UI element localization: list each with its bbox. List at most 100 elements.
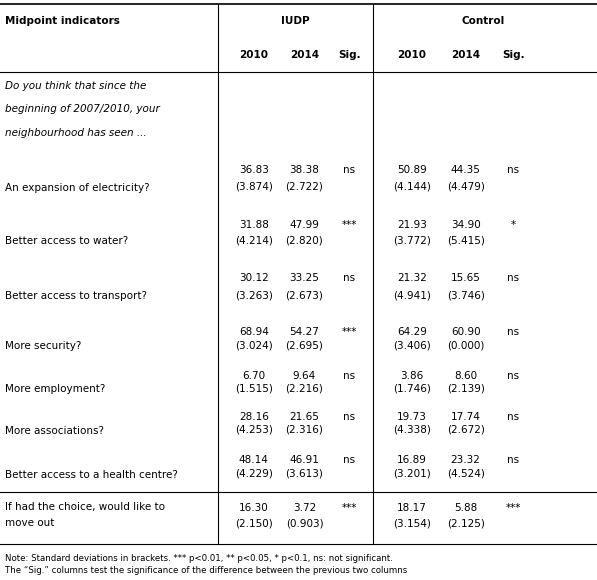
Text: (0.000): (0.000) bbox=[447, 340, 484, 350]
Text: 21.93: 21.93 bbox=[397, 219, 427, 230]
Text: (3.154): (3.154) bbox=[393, 519, 431, 528]
Text: 3.86: 3.86 bbox=[401, 371, 423, 381]
Text: ns: ns bbox=[507, 455, 519, 465]
Text: 2010: 2010 bbox=[398, 50, 426, 60]
Text: Better access to a health centre?: Better access to a health centre? bbox=[5, 470, 178, 480]
Text: ns: ns bbox=[507, 273, 519, 283]
Text: Better access to transport?: Better access to transport? bbox=[5, 291, 147, 302]
Text: Control: Control bbox=[462, 16, 505, 26]
Text: 28.16: 28.16 bbox=[239, 412, 269, 422]
Text: beginning of 2007/2010, your: beginning of 2007/2010, your bbox=[5, 104, 160, 114]
Text: (4.524): (4.524) bbox=[447, 469, 485, 478]
Text: ns: ns bbox=[507, 165, 519, 176]
Text: An expansion of electricity?: An expansion of electricity? bbox=[5, 183, 150, 193]
Text: (1.515): (1.515) bbox=[235, 383, 273, 394]
Text: move out: move out bbox=[5, 519, 54, 528]
Text: ns: ns bbox=[343, 412, 355, 422]
Text: (3.201): (3.201) bbox=[393, 469, 431, 478]
Text: 18.17: 18.17 bbox=[397, 503, 427, 513]
Text: (3.613): (3.613) bbox=[285, 469, 324, 478]
Text: ***: *** bbox=[341, 327, 357, 337]
Text: (2.673): (2.673) bbox=[285, 290, 324, 300]
Text: 64.29: 64.29 bbox=[397, 327, 427, 337]
Text: (2.316): (2.316) bbox=[285, 425, 324, 435]
Text: (2.722): (2.722) bbox=[285, 182, 324, 192]
Text: (2.672): (2.672) bbox=[447, 425, 485, 435]
Text: 30.12: 30.12 bbox=[239, 273, 269, 283]
Text: (2.695): (2.695) bbox=[285, 340, 324, 350]
Text: 2014: 2014 bbox=[290, 50, 319, 60]
Text: (5.415): (5.415) bbox=[447, 235, 485, 245]
Text: 16.30: 16.30 bbox=[239, 503, 269, 513]
Text: ***: *** bbox=[341, 503, 357, 513]
Text: 46.91: 46.91 bbox=[290, 455, 319, 465]
Text: Note: Standard deviations in brackets. *** p<0.01, ** p<0.05, * p<0.1, ns: not s: Note: Standard deviations in brackets. *… bbox=[5, 554, 393, 563]
Text: 17.74: 17.74 bbox=[451, 412, 481, 422]
Text: 38.38: 38.38 bbox=[290, 165, 319, 176]
Text: 54.27: 54.27 bbox=[290, 327, 319, 337]
Text: (2.150): (2.150) bbox=[235, 519, 273, 528]
Text: (3.024): (3.024) bbox=[235, 340, 273, 350]
Text: 36.83: 36.83 bbox=[239, 165, 269, 176]
Text: (4.144): (4.144) bbox=[393, 182, 431, 192]
Text: 31.88: 31.88 bbox=[239, 219, 269, 230]
Text: 9.64: 9.64 bbox=[293, 371, 316, 381]
Text: More employment?: More employment? bbox=[5, 385, 105, 394]
Text: Midpoint indicators: Midpoint indicators bbox=[5, 16, 120, 26]
Text: ns: ns bbox=[507, 327, 519, 337]
Text: (4.229): (4.229) bbox=[235, 469, 273, 478]
Text: ns: ns bbox=[343, 273, 355, 283]
Text: (4.214): (4.214) bbox=[235, 235, 273, 245]
Text: (2.216): (2.216) bbox=[285, 383, 324, 394]
Text: 6.70: 6.70 bbox=[242, 371, 265, 381]
Text: ns: ns bbox=[507, 412, 519, 422]
Text: ns: ns bbox=[343, 455, 355, 465]
Text: 3.72: 3.72 bbox=[293, 503, 316, 513]
Text: 2014: 2014 bbox=[451, 50, 480, 60]
Text: 33.25: 33.25 bbox=[290, 273, 319, 283]
Text: 44.35: 44.35 bbox=[451, 165, 481, 176]
Text: 47.99: 47.99 bbox=[290, 219, 319, 230]
Text: Sig.: Sig. bbox=[338, 50, 361, 60]
Text: 15.65: 15.65 bbox=[451, 273, 481, 283]
Text: If had the choice, would like to: If had the choice, would like to bbox=[5, 502, 165, 512]
Text: 60.90: 60.90 bbox=[451, 327, 481, 337]
Text: Do you think that since the: Do you think that since the bbox=[5, 81, 146, 91]
Text: ***: *** bbox=[341, 219, 357, 230]
Text: (4.338): (4.338) bbox=[393, 425, 431, 435]
Text: (4.941): (4.941) bbox=[393, 290, 431, 300]
Text: Sig.: Sig. bbox=[502, 50, 525, 60]
Text: More associations?: More associations? bbox=[5, 426, 104, 436]
Text: (2.125): (2.125) bbox=[447, 519, 485, 528]
Text: (3.772): (3.772) bbox=[393, 235, 431, 245]
Text: (3.746): (3.746) bbox=[447, 290, 485, 300]
Text: ns: ns bbox=[507, 371, 519, 381]
Text: (1.746): (1.746) bbox=[393, 383, 431, 394]
Text: (2.139): (2.139) bbox=[447, 383, 485, 394]
Text: ns: ns bbox=[343, 165, 355, 176]
Text: 50.89: 50.89 bbox=[397, 165, 427, 176]
Text: (2.820): (2.820) bbox=[285, 235, 324, 245]
Text: (3.263): (3.263) bbox=[235, 290, 273, 300]
Text: 68.94: 68.94 bbox=[239, 327, 269, 337]
Text: neighbourhood has seen ...: neighbourhood has seen ... bbox=[5, 128, 147, 138]
Text: 19.73: 19.73 bbox=[397, 412, 427, 422]
Text: 8.60: 8.60 bbox=[454, 371, 477, 381]
Text: (3.406): (3.406) bbox=[393, 340, 431, 350]
Text: IUDP: IUDP bbox=[281, 16, 310, 26]
Text: (4.253): (4.253) bbox=[235, 425, 273, 435]
Text: 23.32: 23.32 bbox=[451, 455, 481, 465]
Text: ***: *** bbox=[506, 503, 521, 513]
Text: 16.89: 16.89 bbox=[397, 455, 427, 465]
Text: (0.903): (0.903) bbox=[285, 519, 324, 528]
Text: ns: ns bbox=[343, 371, 355, 381]
Text: 2010: 2010 bbox=[239, 50, 268, 60]
Text: More security?: More security? bbox=[5, 342, 81, 351]
Text: The “Sig.” columns test the significance of the difference between the previous : The “Sig.” columns test the significance… bbox=[5, 566, 407, 575]
Text: 5.88: 5.88 bbox=[454, 503, 477, 513]
Text: (3.874): (3.874) bbox=[235, 182, 273, 192]
Text: (4.479): (4.479) bbox=[447, 182, 485, 192]
Text: *: * bbox=[511, 219, 516, 230]
Text: 21.65: 21.65 bbox=[290, 412, 319, 422]
Text: 34.90: 34.90 bbox=[451, 219, 481, 230]
